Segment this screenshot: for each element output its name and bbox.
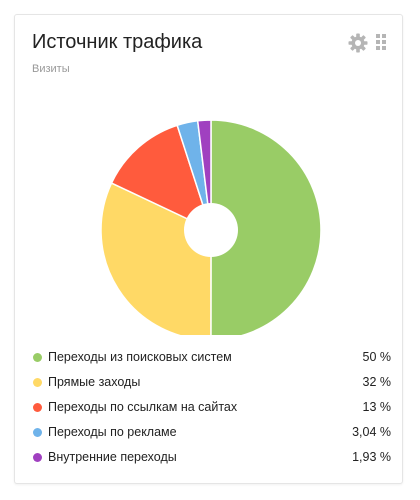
legend-item-direct[interactable]: Прямые заходы 32 %	[29, 372, 391, 397]
traffic-pie-chart	[100, 119, 322, 335]
legend-label: Прямые заходы	[48, 375, 141, 389]
legend-color-dot	[33, 353, 42, 362]
pie-slice-direct[interactable]	[100, 182, 212, 335]
pie-slice-search[interactable]	[210, 119, 322, 335]
pie-slice-links[interactable]	[110, 124, 212, 231]
legend-value: 32 %	[362, 375, 392, 389]
widget-title: Источник трафика	[32, 31, 203, 53]
legend-item-ads[interactable]: Переходы по рекламе 3,04 %	[29, 422, 391, 447]
legend-item-links[interactable]: Переходы по ссылкам на сайтах 13 %	[29, 397, 391, 422]
chart-legend: Переходы из поисковых систем 50 % Прямые з…	[29, 347, 391, 472]
legend-label: Переходы из поисковых систем	[48, 350, 232, 364]
legend-item-internal[interactable]: Внутренние переходы 1,93 %	[29, 447, 391, 472]
legend-value: 3,04 %	[352, 425, 391, 439]
widget-subtitle: Визиты	[32, 63, 70, 75]
legend-value: 13 %	[362, 400, 392, 414]
legend-label: Переходы по рекламе	[48, 425, 177, 439]
legend-color-dot	[33, 378, 42, 387]
legend-color-dot	[33, 453, 42, 462]
legend-value: 50 %	[362, 350, 392, 364]
legend-color-dot	[33, 403, 42, 412]
donut-hole	[184, 203, 238, 257]
drag-handle-icon[interactable]	[376, 34, 386, 50]
legend-label: Внутренние переходы	[48, 450, 177, 464]
legend-value: 1,93 %	[352, 450, 391, 464]
legend-item-search[interactable]: Переходы из поисковых систем 50 %	[29, 347, 391, 372]
legend-color-dot	[33, 428, 42, 437]
traffic-source-widget: Источник трафика Визиты Переходы из поис…	[14, 14, 403, 484]
pie-slice-internal[interactable]	[196, 119, 212, 231]
legend-label: Переходы по ссылкам на сайтах	[48, 400, 238, 414]
gear-icon[interactable]	[348, 33, 368, 53]
